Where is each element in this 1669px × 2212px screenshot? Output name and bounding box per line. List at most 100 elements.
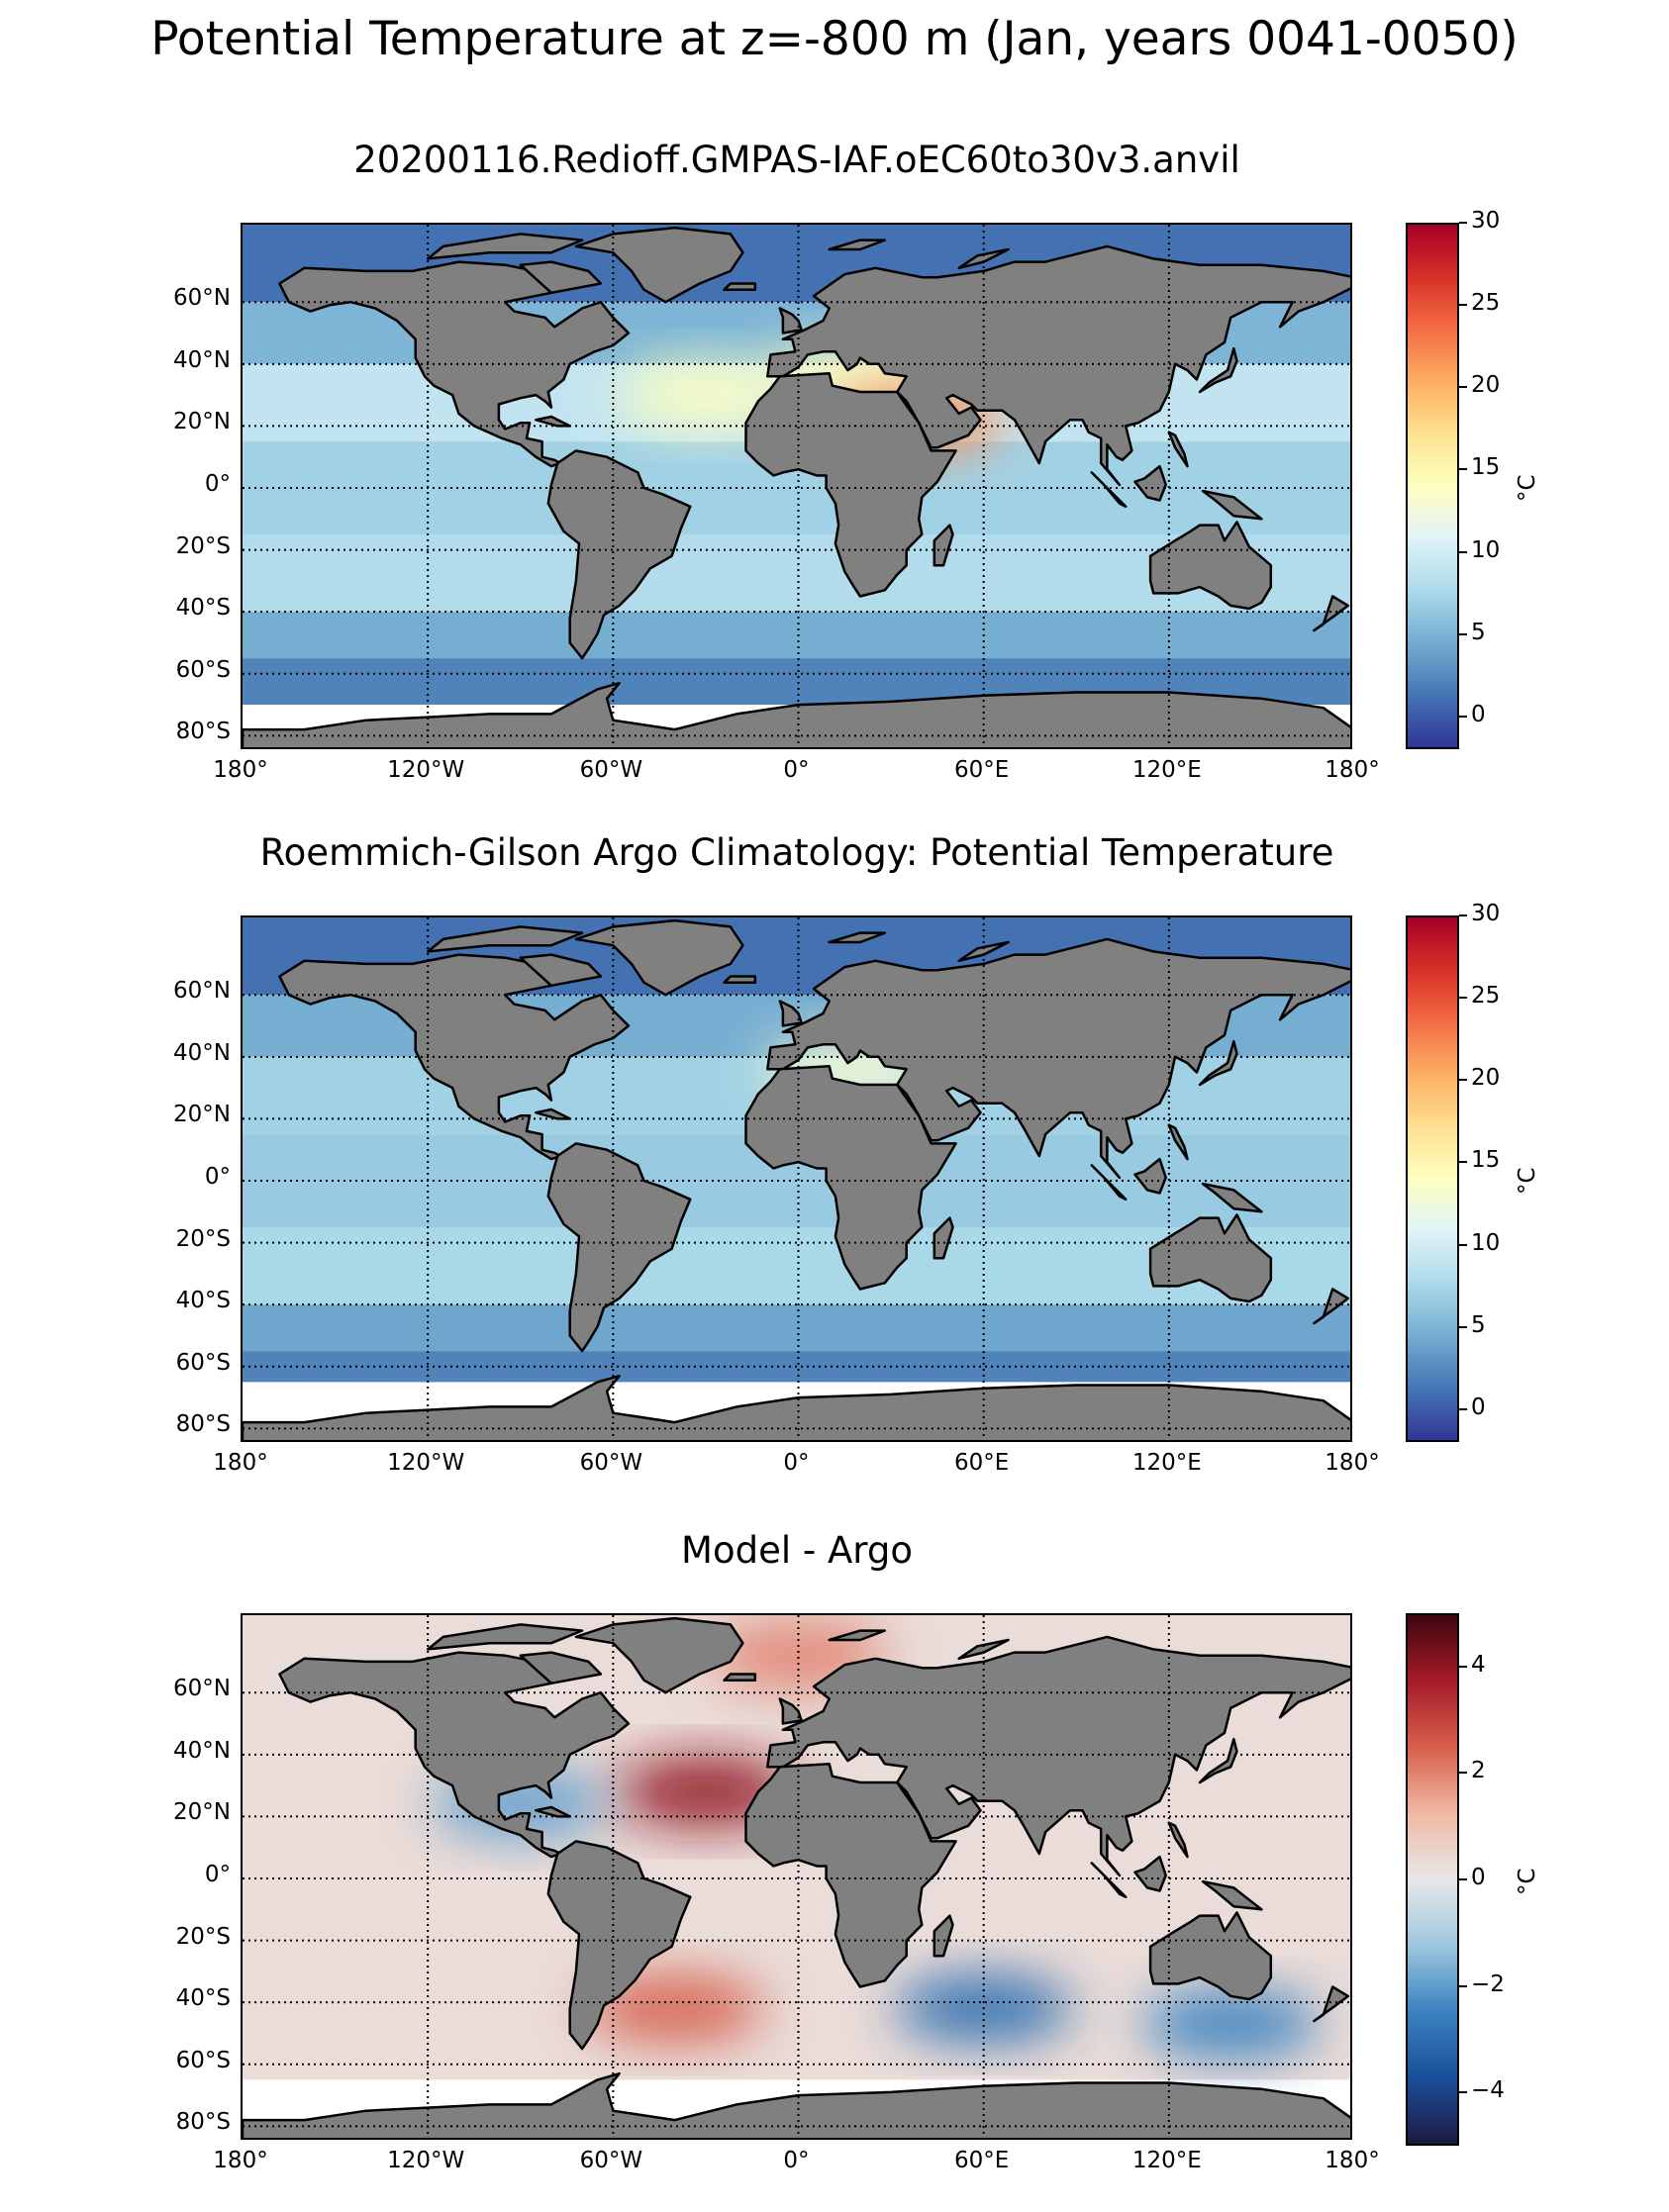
- land-borneo: [1133, 1157, 1167, 1195]
- land-new-guinea: [1201, 1182, 1263, 1213]
- y-tick-label: 20°N: [173, 1102, 231, 1128]
- x-tick-label: 60°W: [579, 1450, 643, 1476]
- land-baffin-island: [519, 953, 603, 988]
- x-tick-label: 180°: [213, 1450, 268, 1476]
- colorbar-tick-label: 5: [1471, 619, 1486, 645]
- panel-3-plot-area: [243, 1615, 1350, 2138]
- x-tick-label: 60°E: [954, 757, 1010, 783]
- colorbar-tick: [1459, 1407, 1467, 1410]
- land-madagascar: [933, 1914, 954, 1958]
- anomaly-2: [585, 1974, 764, 2043]
- colorbar-tick-label: 10: [1471, 536, 1501, 563]
- land-canadian-archipelago: [426, 925, 584, 953]
- x-tick-label: 0°: [783, 1450, 810, 1476]
- colorbar-tick: [1459, 1243, 1467, 1246]
- y-tick-label: 60°S: [175, 2047, 231, 2073]
- colorbar-tick-label: 20: [1471, 1065, 1501, 1092]
- land-south-america: [546, 449, 692, 660]
- land-novaya-zemlya: [957, 940, 1010, 963]
- land-south-america: [546, 1142, 692, 1353]
- y-tick-label: 0°: [204, 1862, 231, 1887]
- land-africa: [744, 1762, 957, 1988]
- colorbar-label: °C: [1515, 1868, 1540, 1895]
- colorbar-tick-label: 5: [1471, 1311, 1486, 1338]
- land-uk: [778, 1000, 803, 1027]
- land-japan: [1198, 1039, 1238, 1087]
- land-antarctica: [243, 2071, 1350, 2138]
- panel-1-map: [241, 223, 1352, 749]
- anomaly-1: [616, 361, 795, 430]
- land-north-america: [278, 953, 631, 1161]
- colorbar-tick: [1459, 1079, 1467, 1082]
- y-tick-label: 40°S: [175, 595, 231, 622]
- land-novaya-zemlya: [957, 247, 1010, 270]
- land-madagascar: [933, 1216, 954, 1260]
- land-new-zealand: [1313, 595, 1350, 632]
- panel-2-title: Roemmich-Gilson Argo Climatology: Potent…: [259, 831, 1334, 874]
- colorbar-tick-label: 10: [1471, 1229, 1501, 1256]
- x-tick-label: 120°W: [387, 2148, 465, 2173]
- panel-3-map: [241, 1613, 1352, 2140]
- panel-1-colorbar: [1406, 223, 1459, 749]
- colorbar-tick: [1459, 1665, 1467, 1668]
- x-tick-label: 0°: [783, 757, 810, 783]
- colorbar-tick-label: 15: [1471, 454, 1501, 481]
- panel-2-colorbar: [1406, 915, 1459, 1442]
- y-tick-label: 20°N: [173, 1799, 231, 1826]
- x-tick-label: 60°W: [579, 757, 643, 783]
- x-tick-label: 120°E: [1131, 1450, 1202, 1476]
- colorbar-tick: [1459, 1772, 1467, 1775]
- land-iceland: [723, 1673, 757, 1682]
- colorbar-tick: [1459, 997, 1467, 1000]
- land-new-zealand: [1313, 1288, 1350, 1325]
- y-tick-label: 80°S: [175, 1411, 231, 1438]
- y-tick-label: 40°S: [175, 1288, 231, 1314]
- y-tick-label: 0°: [204, 471, 231, 497]
- colorbar-tick: [1459, 1878, 1467, 1880]
- colorbar-tick: [1459, 1161, 1467, 1164]
- land-svalbard: [828, 1629, 887, 1642]
- land-north-america: [278, 1651, 631, 1859]
- colorbar-tick: [1459, 2091, 1467, 2094]
- land-svalbard: [828, 239, 887, 251]
- land-africa: [744, 1064, 957, 1291]
- land-svalbard: [828, 931, 887, 944]
- land-south-america: [546, 1840, 692, 2051]
- x-tick-label: 120°E: [1131, 757, 1202, 783]
- panel-2-map: [241, 915, 1352, 1442]
- y-tick-label: 60°N: [173, 285, 231, 312]
- land-baffin-island: [519, 260, 603, 295]
- colorbar-tick-label: 2: [1471, 1758, 1486, 1784]
- land-canadian-archipelago: [426, 233, 584, 260]
- colorbar-tick: [1459, 468, 1467, 471]
- land-greenland: [574, 918, 744, 997]
- colorbar-tick-label: 0: [1471, 701, 1486, 727]
- colorbar-tick: [1459, 550, 1467, 553]
- y-tick-label: 60°S: [175, 1349, 231, 1376]
- y-tick-label: 20°N: [173, 409, 231, 435]
- land-greenland: [574, 1616, 744, 1694]
- y-tick-label: 80°S: [175, 2109, 231, 2136]
- land-sumatra: [1090, 1164, 1128, 1202]
- anomaly-4: [1141, 1990, 1321, 2059]
- land-canadian-archipelago: [426, 1623, 584, 1651]
- colorbar-tick-label: −4: [1471, 2077, 1505, 2104]
- land-new-guinea: [1201, 489, 1263, 521]
- panel-1-plot-area: [243, 225, 1350, 747]
- y-tick-label: 40°N: [173, 1039, 231, 1066]
- x-tick-label: 60°E: [954, 1450, 1010, 1476]
- y-tick-label: 60°S: [175, 656, 231, 683]
- x-tick-label: 60°W: [579, 2148, 643, 2173]
- y-tick-label: 20°S: [175, 1923, 231, 1950]
- land-north-america: [278, 260, 631, 468]
- x-tick-label: 120°E: [1131, 2148, 1202, 2173]
- land-australia: [1148, 1213, 1273, 1303]
- x-tick-label: 180°: [1325, 757, 1380, 783]
- y-tick-label: 80°S: [175, 719, 231, 745]
- land-sumatra: [1090, 1862, 1128, 1899]
- colorbar-tick: [1459, 914, 1467, 916]
- colorbar-tick: [1459, 1984, 1467, 1987]
- x-tick-label: 180°: [213, 757, 268, 783]
- colorbar-tick-label: −2: [1471, 1971, 1505, 1997]
- land-borneo: [1133, 1855, 1167, 1892]
